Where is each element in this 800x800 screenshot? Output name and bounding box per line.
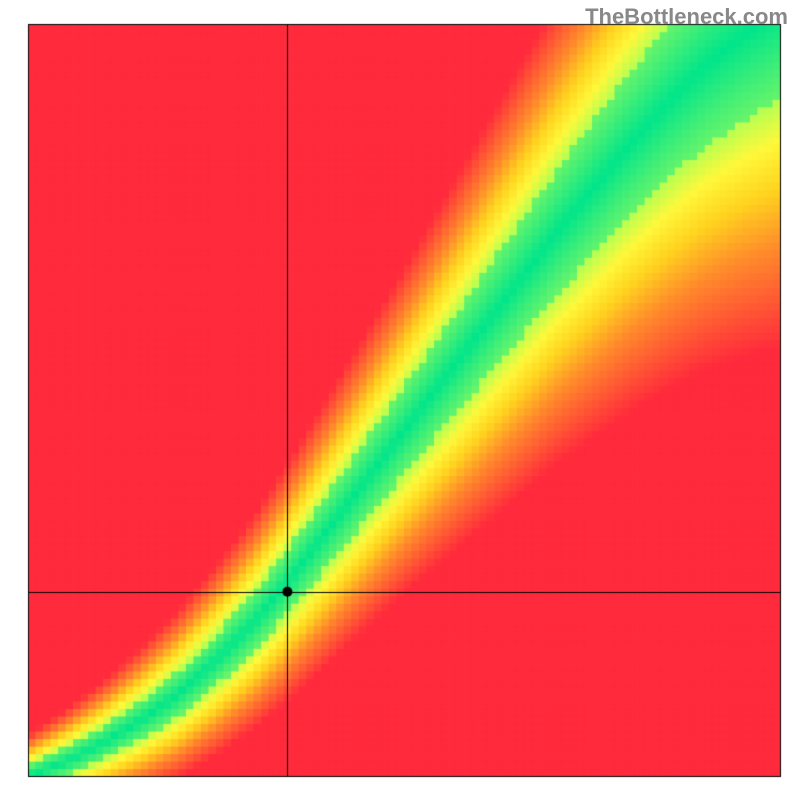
watermark-text: TheBottleneck.com — [585, 4, 788, 30]
page-root: TheBottleneck.com — [0, 0, 800, 800]
bottleneck-heatmap — [0, 0, 800, 800]
